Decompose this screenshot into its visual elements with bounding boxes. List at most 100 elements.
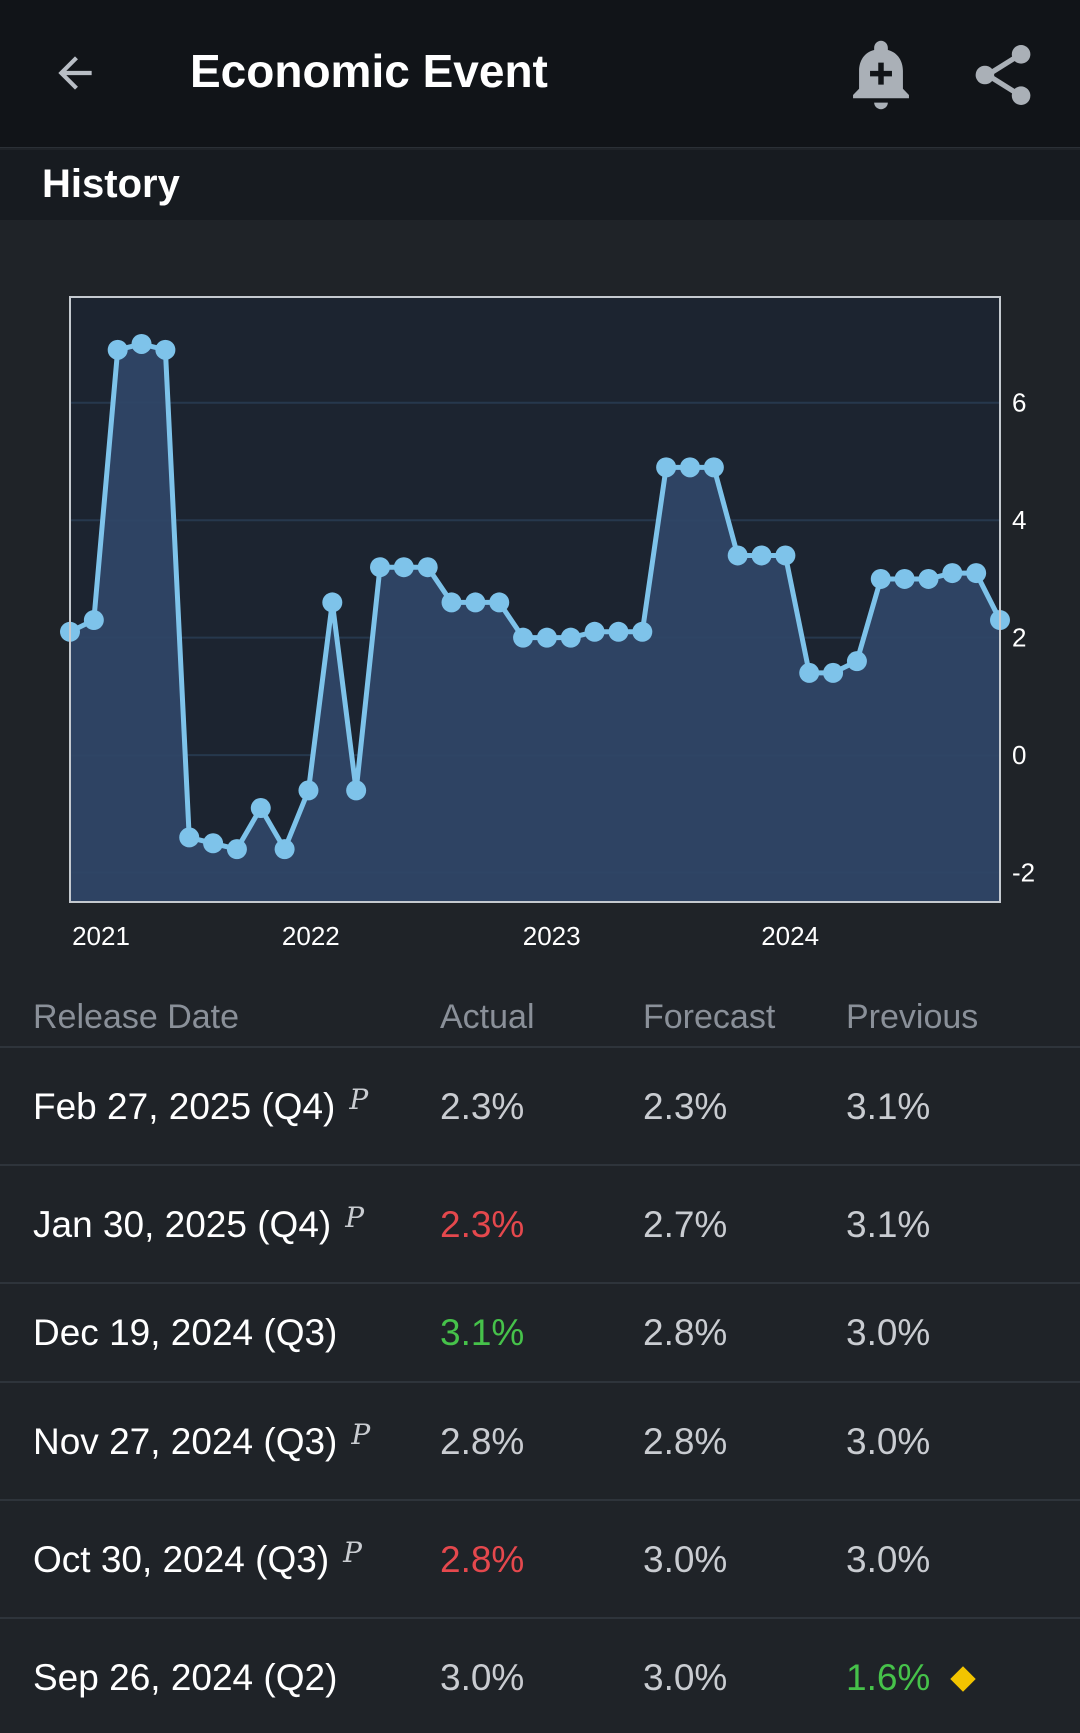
data-point <box>370 557 390 578</box>
preliminary-marker: P <box>349 1083 369 1116</box>
arrow-left-icon <box>58 56 92 90</box>
data-point <box>298 780 319 801</box>
data-point <box>131 333 152 354</box>
diamond-icon <box>950 1666 976 1692</box>
page-title: Economic Event <box>190 45 548 97</box>
data-point <box>107 339 128 360</box>
data-point <box>584 621 605 642</box>
header-release-date: Release Date <box>33 998 240 1036</box>
previous-value: 3.0% <box>846 1539 931 1580</box>
data-point <box>703 457 724 478</box>
data-point <box>513 627 534 648</box>
table-row[interactable]: Jan 30, 2025 (Q4) P 2.3% 2.7% 3.1% <box>0 1166 1080 1284</box>
forecast-value: 2.8% <box>643 1421 728 1462</box>
data-point <box>83 610 104 631</box>
x-tick-label: 2021 <box>72 921 130 951</box>
back-button[interactable] <box>42 40 108 106</box>
data-point <box>918 568 939 589</box>
share-icon <box>975 45 1031 105</box>
table-row[interactable]: Oct 30, 2024 (Q3) P 2.8% 3.0% 3.0% <box>0 1501 1080 1619</box>
data-point <box>560 627 581 648</box>
preliminary-marker: P <box>343 1536 362 1569</box>
release-date-text: Oct 30, 2024 (Q3) <box>33 1539 330 1580</box>
data-point <box>322 592 343 613</box>
actual-value: 3.0% <box>440 1657 525 1698</box>
header-actual: Actual <box>440 998 535 1036</box>
forecast-value: 3.0% <box>643 1539 728 1580</box>
table-row[interactable]: Nov 27, 2024 (Q3) P 2.8% 2.8% 3.0% <box>0 1383 1080 1501</box>
data-point <box>823 662 844 683</box>
data-point <box>203 833 224 854</box>
preliminary-marker: P <box>345 1201 365 1234</box>
data-point <box>632 621 653 642</box>
release-date-text: Jan 30, 2025 (Q4) <box>33 1204 332 1245</box>
data-point <box>799 662 820 683</box>
previous-value: 3.1% <box>846 1204 931 1245</box>
data-point <box>155 339 176 360</box>
series-line <box>68 341 1003 852</box>
forecast-value: 2.7% <box>643 1204 728 1245</box>
data-point <box>751 545 772 566</box>
data-point <box>680 457 700 478</box>
data-point <box>250 798 271 819</box>
release-date-text: Dec 19, 2024 (Q3) <box>33 1312 338 1353</box>
x-tick-label: 2022 <box>282 921 340 951</box>
y-tick-label: 0 <box>1012 740 1026 770</box>
x-tick-label: 2023 <box>523 921 581 951</box>
release-date-text: Nov 27, 2024 (Q3) <box>33 1421 338 1462</box>
share-button[interactable] <box>972 40 1038 110</box>
data-point <box>441 592 462 613</box>
data-point <box>727 545 748 566</box>
history-table: Release Date Actual Forecast Previous Fe… <box>0 980 1080 1733</box>
history-header: History <box>0 150 1080 220</box>
release-date-text: Feb 27, 2025 (Q4) <box>33 1086 336 1127</box>
y-tick-label: 4 <box>1012 505 1026 535</box>
table-row[interactable]: Sep 26, 2024 (Q2) 3.0% 3.0% 1.6% <box>0 1619 1080 1733</box>
history-chart-svg: 6 4 2 0 -2 2021 2022 2023 2024 <box>60 296 1035 951</box>
preliminary-marker: P <box>351 1418 371 1451</box>
release-date-text: Sep 26, 2024 (Q2) <box>33 1657 338 1698</box>
plot-border <box>69 296 1001 903</box>
area-fill <box>70 343 1000 902</box>
section-title: History <box>42 162 180 206</box>
data-point <box>870 568 891 589</box>
y-tick-label: -2 <box>1012 858 1035 888</box>
actual-value: 2.8% <box>440 1539 525 1580</box>
history-chart: 6 4 2 0 -2 2021 2022 2023 2024 <box>0 220 1080 960</box>
data-point <box>608 621 629 642</box>
data-point <box>536 627 557 648</box>
data-point <box>489 592 510 613</box>
header-forecast: Forecast <box>643 998 776 1036</box>
actual-value: 2.8% <box>440 1421 525 1462</box>
data-point <box>179 827 200 848</box>
actual-value: 3.1% <box>440 1312 525 1353</box>
data-point <box>775 545 796 566</box>
release-date: Dec 19, 2024 (Q3) <box>33 1312 337 1354</box>
table-header: Release Date Actual Forecast Previous <box>0 980 1080 1048</box>
forecast-value: 3.0% <box>643 1657 728 1698</box>
forecast-value: 2.8% <box>643 1312 728 1353</box>
table-row[interactable]: Feb 27, 2025 (Q4) P 2.3% 2.3% 3.1% <box>0 1048 1080 1166</box>
actual-value: 2.3% <box>440 1204 525 1245</box>
data-point <box>393 557 414 578</box>
x-tick-label: 2024 <box>761 921 819 951</box>
release-date: Oct 30, 2024 (Q3) P <box>33 1536 362 1581</box>
y-tick-label: 2 <box>1012 623 1026 653</box>
app-bar: Economic Event <box>0 0 1080 148</box>
actual-value: 2.3% <box>440 1086 525 1127</box>
previous-value: 3.0% <box>846 1421 931 1462</box>
forecast-value: 2.3% <box>643 1086 728 1127</box>
release-date: Nov 27, 2024 (Q3) P <box>33 1418 371 1463</box>
release-date: Jan 30, 2025 (Q4) P <box>33 1201 365 1246</box>
data-point <box>226 839 247 860</box>
data-point <box>274 839 295 860</box>
data-point <box>656 457 677 478</box>
table-row[interactable]: Dec 19, 2024 (Q3) 3.1% 2.8% 3.0% <box>0 1284 1080 1383</box>
header-previous: Previous <box>846 998 979 1036</box>
add-alert-button[interactable] <box>848 38 914 112</box>
bell-plus-icon <box>853 40 909 110</box>
data-point <box>966 563 987 584</box>
data-point <box>894 568 915 589</box>
data-point <box>942 563 963 584</box>
previous-value: 1.6% <box>846 1657 931 1698</box>
